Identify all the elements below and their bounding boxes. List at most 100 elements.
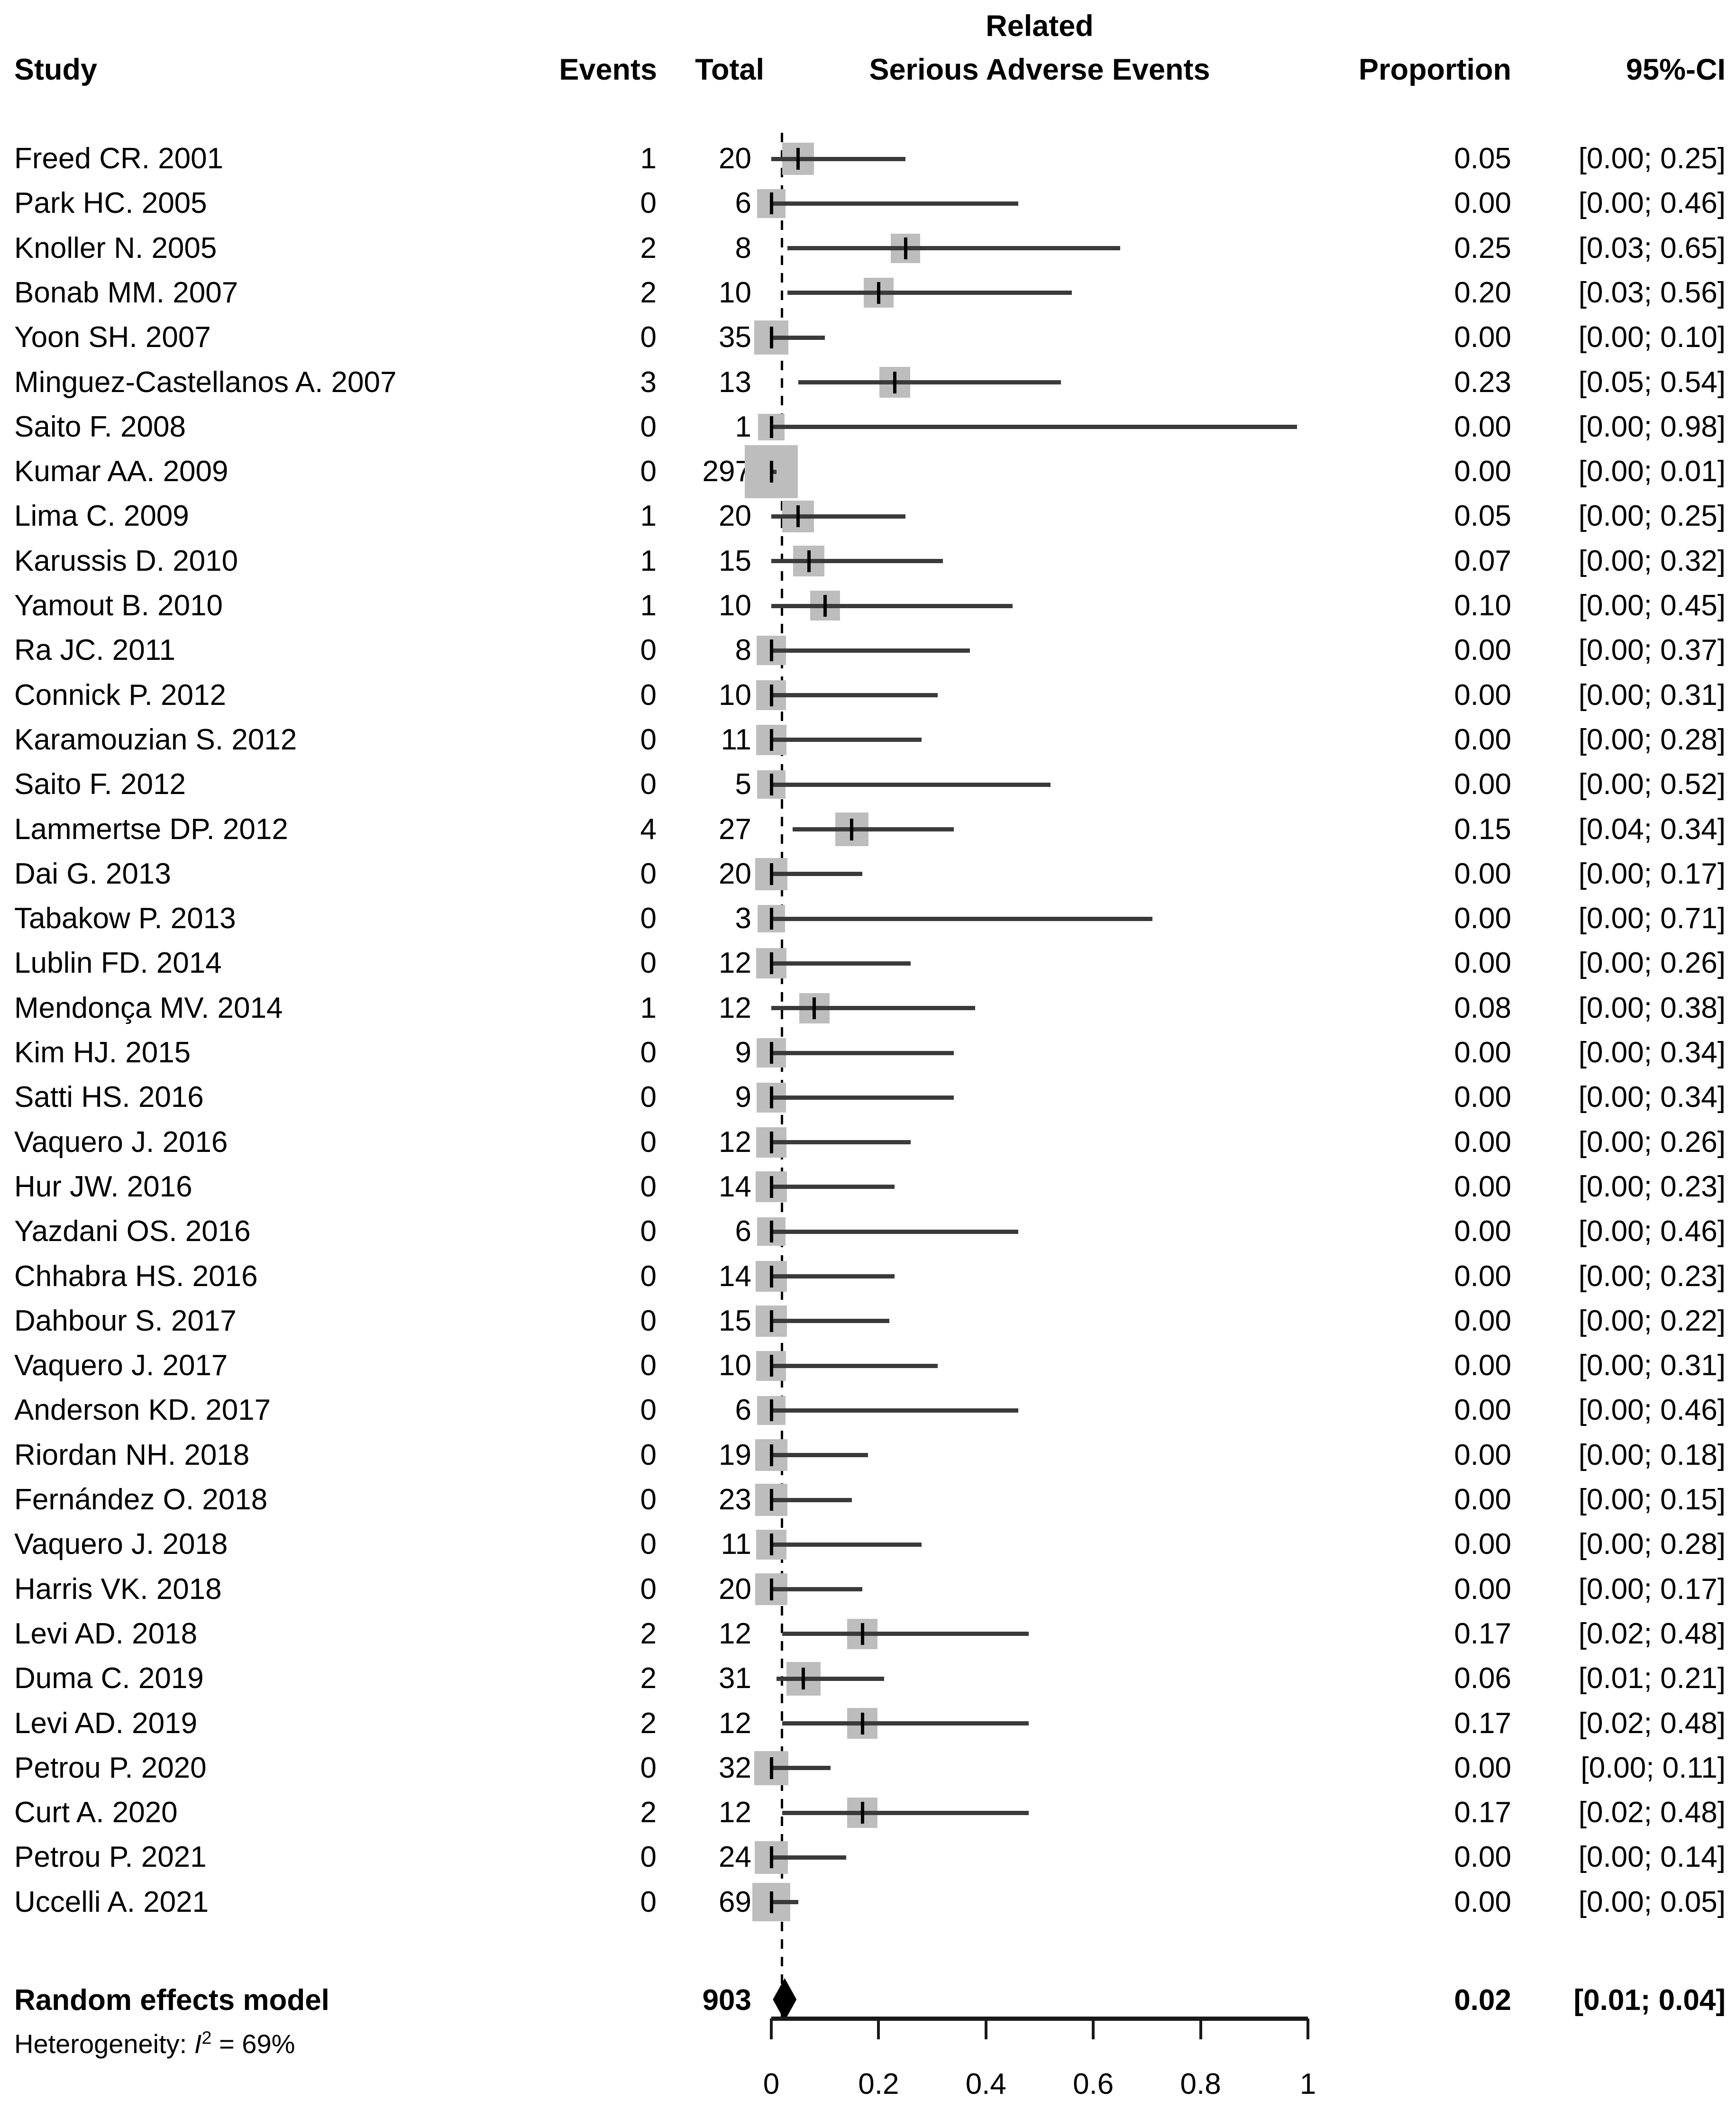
proportion-value: 0.00 [1454, 1528, 1511, 1561]
point-estimate-marker [769, 1086, 773, 1109]
total-value: 20 [719, 500, 751, 533]
study-label: Connick P. 2012 [14, 678, 226, 712]
ci-value: [0.00; 0.28] [1578, 723, 1726, 756]
ci-value: [0.00; 0.17] [1578, 857, 1726, 890]
proportion-value: 0.00 [1454, 1215, 1511, 1248]
proportion-value: 0.00 [1454, 1885, 1511, 1918]
proportion-value: 0.00 [1454, 1751, 1511, 1784]
proportion-value: 0.00 [1454, 1394, 1511, 1427]
total-value: 12 [719, 1617, 751, 1650]
study-label: Karamouzian S. 2012 [14, 723, 297, 756]
study-label: Yoon SH. 2007 [14, 321, 211, 354]
proportion-value: 0.00 [1454, 1349, 1511, 1382]
confidence-interval-line [771, 1900, 798, 1905]
point-estimate-marker [769, 639, 773, 662]
total-value: 12 [719, 1707, 751, 1740]
point-estimate-marker [802, 1668, 805, 1690]
proportion-value: 0.07 [1454, 544, 1511, 577]
study-label: Minguez-Castellanos A. 2007 [14, 365, 397, 399]
proportion-value: 0.00 [1454, 902, 1511, 935]
proportion-value: 0.00 [1454, 410, 1511, 443]
confidence-interval-line [771, 1587, 863, 1592]
total-value: 8 [735, 634, 751, 667]
point-estimate-marker [769, 1757, 773, 1779]
events-value: 0 [640, 1081, 657, 1114]
point-estimate-marker [769, 1221, 773, 1243]
proportion-value: 0.00 [1454, 1438, 1511, 1471]
ci-value: [0.00; 0.98] [1578, 410, 1726, 443]
point-estimate-marker [904, 237, 907, 259]
ci-value: [0.02; 0.48] [1578, 1707, 1726, 1740]
total-value: 31 [719, 1662, 751, 1695]
ci-value: [0.00; 0.23] [1578, 1170, 1726, 1203]
confidence-interval-line [771, 425, 1297, 429]
study-label: Saito F. 2012 [14, 768, 186, 801]
column-header-proportion: Proportion [1359, 53, 1511, 86]
proportion-value: 0.00 [1454, 1170, 1511, 1203]
x-axis-tick-label: 0 [763, 2068, 780, 2100]
events-value: 0 [640, 455, 657, 488]
x-axis-tick [1092, 2018, 1095, 2039]
confidence-interval-line [798, 380, 1061, 384]
point-estimate-marker [769, 1534, 773, 1556]
point-estimate-marker [769, 416, 773, 438]
proportion-value: 0.05 [1454, 500, 1511, 533]
confidence-interval-line [771, 1095, 954, 1100]
events-value: 0 [640, 947, 657, 980]
point-estimate-marker [860, 1712, 864, 1735]
confidence-interval-line [771, 1006, 976, 1011]
ci-value: [0.00; 0.10] [1578, 321, 1726, 354]
confidence-interval-line [793, 827, 954, 831]
point-estimate-marker [769, 1355, 773, 1377]
events-value: 0 [640, 723, 657, 756]
total-value: 6 [735, 1394, 751, 1427]
proportion-value: 0.00 [1454, 1036, 1511, 1069]
point-estimate-marker [769, 1578, 773, 1600]
ci-value: [0.00; 0.52] [1578, 768, 1726, 801]
study-label: Yamout B. 2010 [14, 589, 223, 622]
study-label: Chhabra HS. 2016 [14, 1260, 258, 1293]
study-label: Park HC. 2005 [14, 187, 207, 220]
events-value: 0 [640, 768, 657, 801]
total-value: 3 [735, 902, 751, 935]
plot-title-line2: Serious Adverse Events [869, 53, 1210, 86]
study-label: Knoller N. 2005 [14, 231, 217, 265]
ci-value: [0.00; 0.46] [1578, 1394, 1726, 1427]
events-value: 0 [640, 410, 657, 443]
events-value: 1 [640, 544, 657, 577]
events-value: 2 [640, 276, 657, 309]
heterogeneity-note: Heterogeneity: I2 = 69% [14, 2029, 295, 2059]
heterogeneity-value: = 69% [211, 2029, 295, 2059]
ci-value: [0.00; 0.26] [1578, 1125, 1726, 1159]
point-estimate-marker [796, 148, 800, 170]
total-value: 10 [719, 589, 751, 622]
events-value: 1 [640, 589, 657, 622]
total-value: 9 [735, 1081, 751, 1114]
total-value: 13 [719, 365, 751, 399]
confidence-interval-line [782, 1810, 1029, 1815]
ci-value: [0.00; 0.18] [1578, 1438, 1726, 1471]
proportion-value: 0.00 [1454, 1572, 1511, 1606]
study-label: Vaquero J. 2016 [14, 1125, 228, 1159]
total-value: 20 [719, 142, 751, 175]
ci-value: [0.05; 0.54] [1578, 365, 1726, 399]
confidence-interval-line [771, 1453, 868, 1458]
confidence-interval-line [771, 738, 922, 742]
x-axis-tick [984, 2018, 987, 2039]
ci-value: [0.00; 0.45] [1578, 589, 1726, 622]
confidence-interval-line [771, 1363, 938, 1368]
summary-proportion: 0.02 [1454, 1984, 1511, 2017]
proportion-value: 0.05 [1454, 142, 1511, 175]
point-estimate-marker [769, 729, 773, 751]
ci-value: [0.00; 0.31] [1578, 1349, 1726, 1382]
events-value: 0 [640, 321, 657, 354]
events-value: 1 [640, 500, 657, 533]
x-axis-tick [1307, 2018, 1309, 2039]
proportion-value: 0.08 [1454, 991, 1511, 1024]
proportion-value: 0.17 [1454, 1707, 1511, 1740]
total-value: 9 [735, 1036, 751, 1069]
point-estimate-marker [769, 908, 773, 930]
total-value: 297 [702, 455, 751, 488]
events-value: 2 [640, 1707, 657, 1740]
confidence-interval-line [771, 1855, 847, 1860]
